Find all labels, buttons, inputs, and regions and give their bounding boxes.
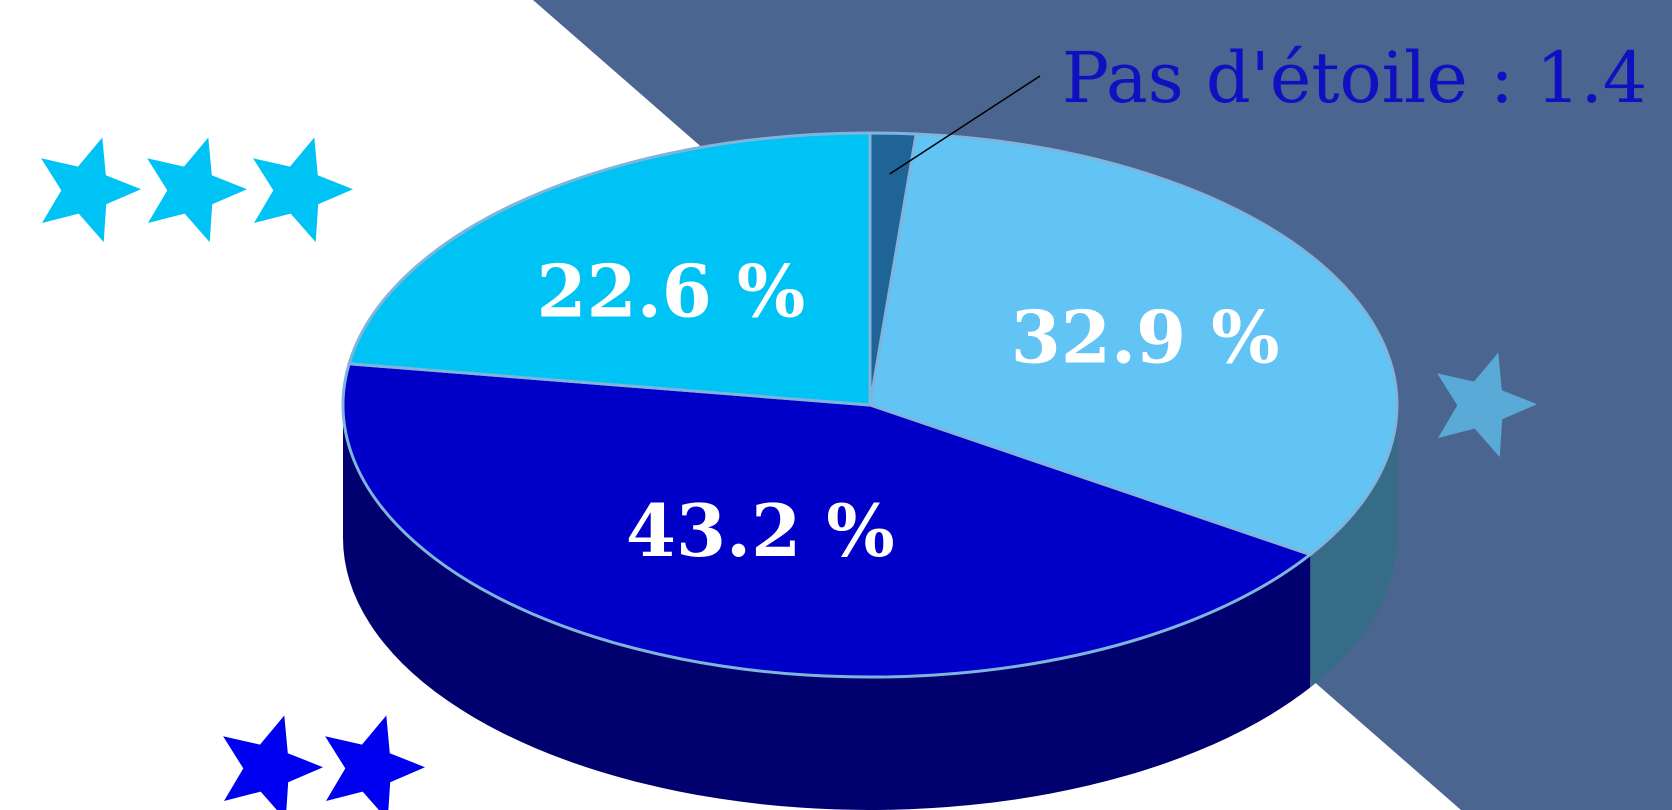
slice-side [343, 405, 1311, 810]
leader-line [889, 75, 1041, 175]
pie [341, 131, 1399, 810]
star-icon [223, 715, 323, 810]
star-icons [41, 137, 1537, 810]
value-label: 22.6 % [537, 249, 806, 334]
star-icon [1437, 352, 1537, 458]
star-icon [253, 137, 353, 243]
star-icon [325, 715, 425, 810]
value-label: 32.9 % [1011, 294, 1280, 379]
slice-side [1310, 405, 1397, 688]
value-label: 43.2 % [626, 488, 895, 573]
labels: Pas d'étoile : 1.4 % 32.9 % 43.2 % 22.6 % [537, 37, 1672, 573]
value-label: Pas d'étoile : 1.4 % [1062, 37, 1672, 119]
star-icon [41, 137, 141, 243]
star-icon [147, 137, 247, 243]
slice [341, 362, 1314, 679]
slice [347, 131, 872, 407]
